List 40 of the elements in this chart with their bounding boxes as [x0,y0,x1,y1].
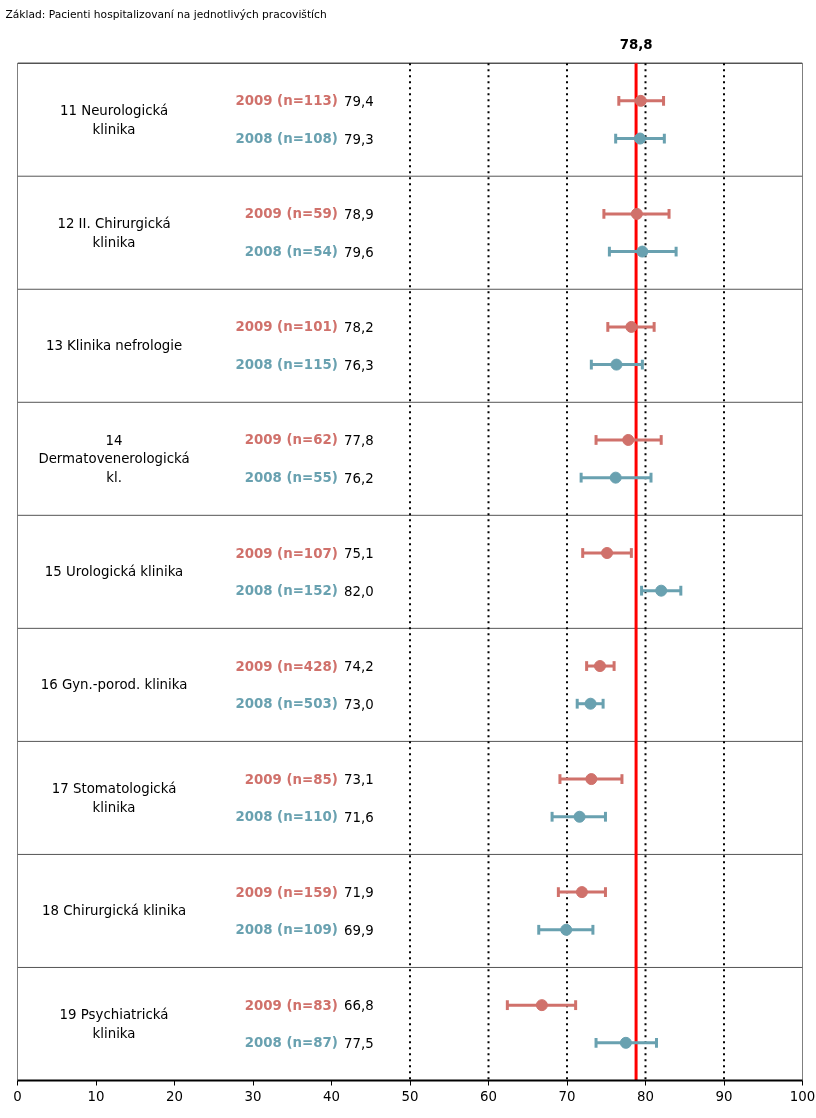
category-label: 2008 (n=503) 73,0 [235,696,374,712]
x-tick-label: 80 [637,1088,654,1104]
annotation: 16 Gyn.-porod. klinika [40,677,188,693]
annotation: 17 Stomatologická klinika [51,781,177,815]
annotation: 18 Chirurgická klinika [41,903,187,919]
x-tick-label: 30 [244,1088,262,1104]
category-label: 2008 (n=87) 77,5 [244,1035,374,1051]
category-label: 2009 (n=107) 75,1 [235,545,374,561]
category-label: 2009 (n=62) 77,8 [244,432,374,448]
text: Základ: Pacienti hospitalizovaní na jednotlivých pracovištích [5,7,327,21]
category-label: 2008 (n=55) 76,2 [244,470,374,486]
category-label: 2009 (n=428) 74,2 [235,658,374,675]
category-label: 2008 (n=152) 82,0 [235,583,374,599]
x-tick-label: 50 [401,1088,419,1104]
annotation: 12 II. Chirurgická klinika [57,215,171,250]
category-label: 2009 (n=159) 71,9 [235,884,374,901]
category-label: 2009 (n=59) 78,9 [244,206,374,222]
annotation: 14 Dermatovenerologická kl. [38,432,190,486]
x-tick-label: 40 [323,1088,340,1104]
category-label: 2009 (n=113) 79,4 [235,93,374,109]
category-label: 2008 (n=54) 79,6 [244,244,374,260]
ref-line-label: 78,8 [619,37,653,53]
category-label: 2008 (n=110) 71,6 [235,809,374,825]
x-tick-label: 20 [166,1088,183,1104]
x-tick-label: 10 [87,1088,105,1104]
annotation: 19 Psychiatrická klinika [59,1007,169,1041]
x-tick-label: 60 [480,1088,497,1104]
category-label: 2008 (n=109) 69,9 [235,922,374,938]
x-tick-label: 70 [558,1088,576,1104]
category-label: 2009 (n=101) 78,2 [235,319,374,335]
category-label: 2009 (n=85) 73,1 [244,771,374,788]
annotation: 13 Klinika nefrologie [45,338,183,354]
category-label: 2008 (n=115) 76,3 [235,357,374,373]
category-label: 2008 (n=108) 79,3 [235,131,374,147]
x-tick-label: 90 [715,1088,733,1104]
x-tick-label: 0 [13,1088,22,1104]
annotation: 15 Urologická klinika [44,564,184,580]
category-label: 2009 (n=83) 66,8 [244,997,374,1014]
x-tick-label: 100 [789,1088,816,1104]
annotation: 11 Neurologická klinika [59,102,169,137]
